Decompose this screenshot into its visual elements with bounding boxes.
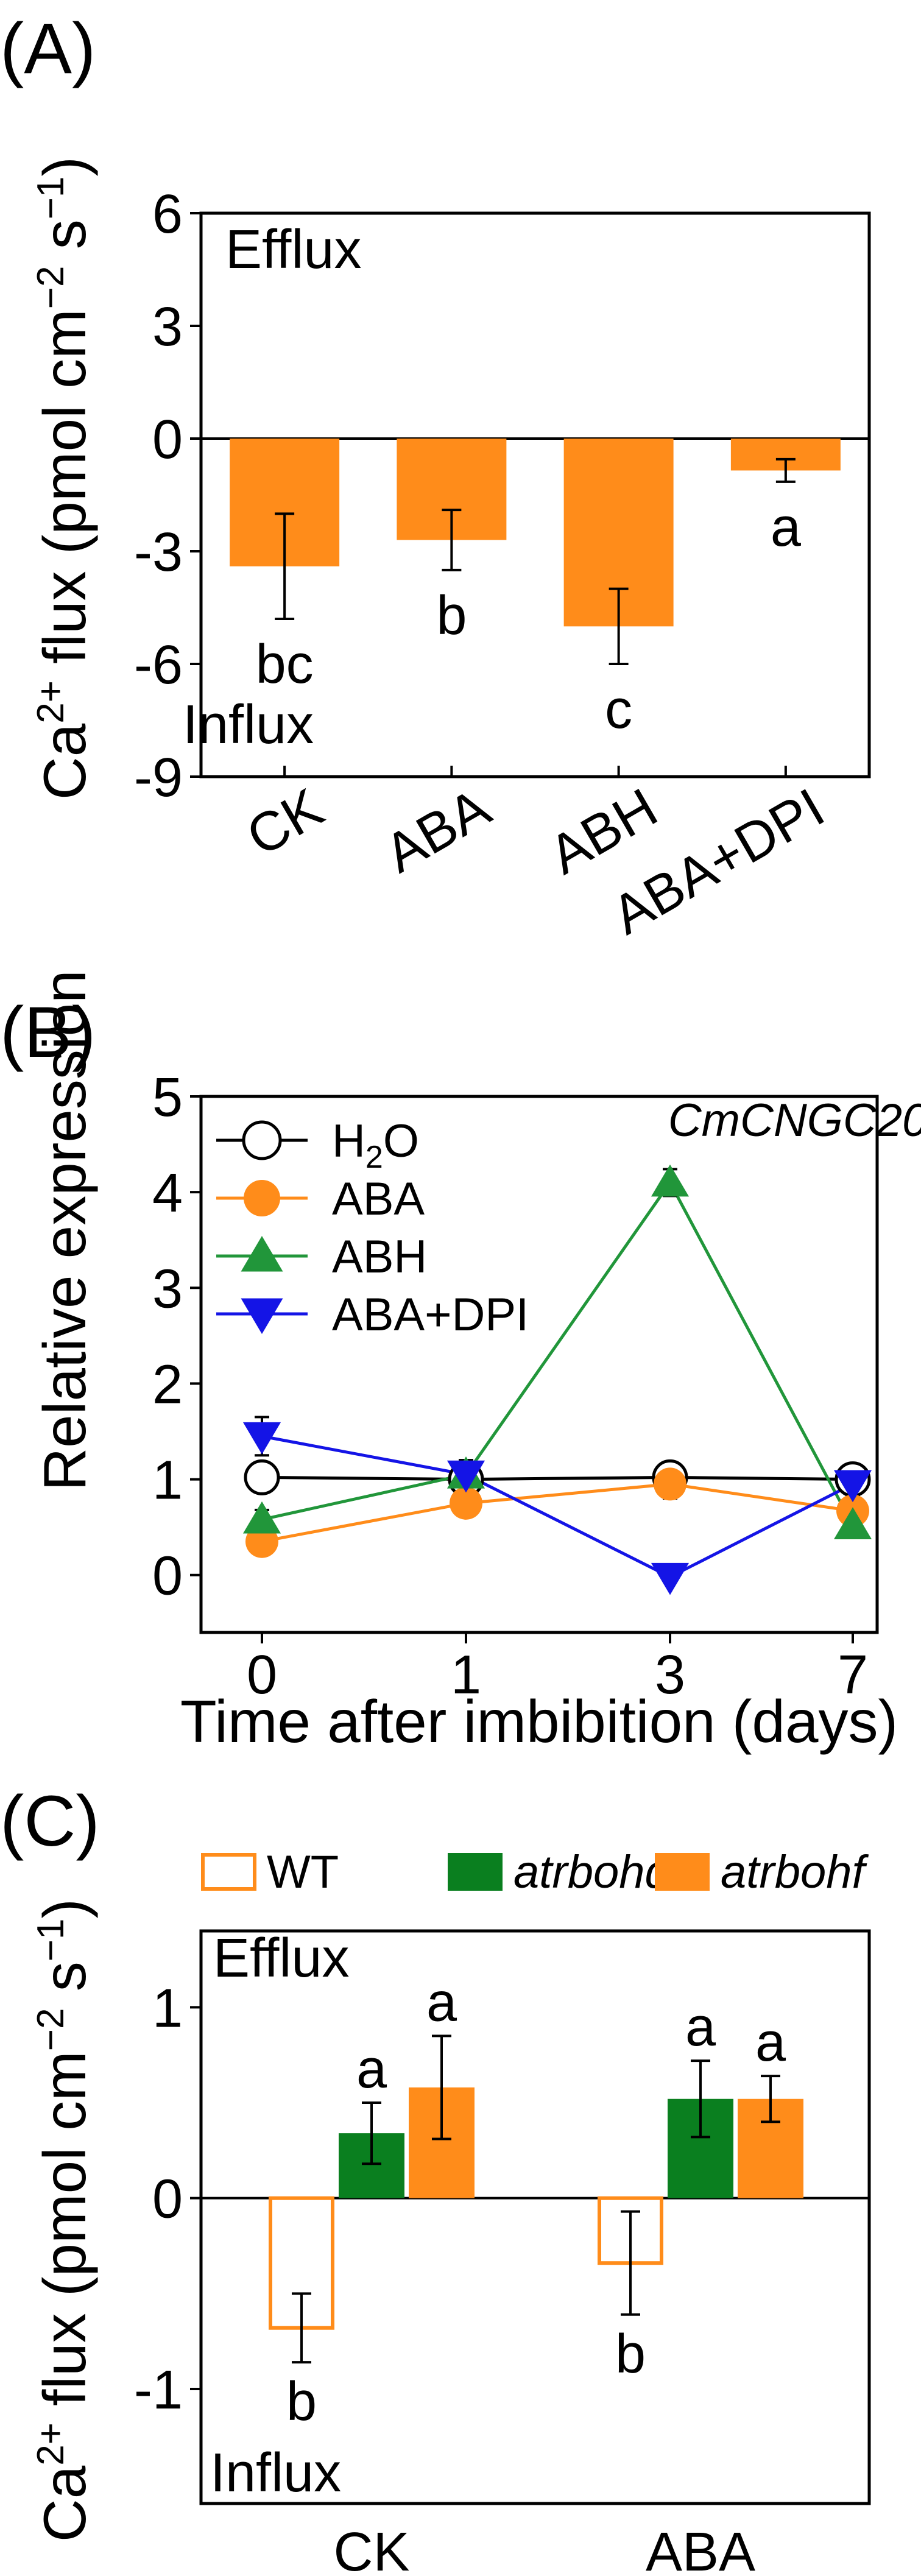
y-tick-label-c: -1 [134, 2360, 183, 2421]
panel-b: (B) Relative expression Time after imbib… [0, 970, 921, 1755]
legend-label-b: ABA [332, 1173, 425, 1225]
plot-frame-b [199, 1095, 879, 1634]
y-tick-label-a: 3 [152, 297, 183, 358]
y-axis-title-c: Ca2+ flux (pmol cm−2 s−1) [30, 1899, 98, 2542]
legend-label-c: atrbohd [513, 1846, 672, 1898]
panel-label-a: (A) [0, 9, 96, 89]
y-tick-label-a: 6 [152, 184, 183, 245]
data-point-aba-dpi [651, 1562, 690, 1595]
data-point-aba [654, 1467, 686, 1501]
y-tick-label-a: 0 [152, 409, 183, 470]
plot-frame-a [199, 211, 871, 778]
gene-label: CmCNGC20 [668, 1095, 921, 1146]
panel-c: (C) WT atrbohd atrbohf Efflux Influx Ca2+ … [0, 1781, 871, 2576]
y-tick-label-b: 4 [152, 1163, 183, 1224]
efflux-label-c: Efflux [213, 1928, 349, 1989]
legend-label-b: ABA+DPI [332, 1289, 529, 1341]
series-line-abh [261, 1179, 855, 1526]
y-tick-label-b: 1 [152, 1450, 183, 1511]
y-axis-title-a: Ca2+ flux (pmol cm−2 s−1) [30, 157, 98, 800]
data-point-h-o [244, 1459, 280, 1495]
y-axis-title-b: Relative expression [31, 970, 98, 1491]
x-tick-label-b: 0 [247, 1645, 277, 1706]
x-tick-label-c: CK [333, 2522, 409, 2576]
data-point-aba [450, 1486, 482, 1520]
significance-letter-a: c [605, 679, 632, 740]
data-point-aba-dpi [833, 1470, 872, 1503]
plot-frame-c [199, 1929, 871, 2505]
y-tick-label-a: -3 [134, 522, 183, 583]
y-tick-label-b: 3 [152, 1258, 183, 1319]
y-tick-label-b: 0 [152, 1546, 183, 1607]
x-tick-label-b: 1 [451, 1645, 481, 1706]
legend-swatch-c [655, 1853, 710, 1891]
efflux-label-a: Efflux [225, 219, 361, 280]
x-tick-label-a: CK [237, 777, 333, 868]
influx-label-c: Influx [210, 2443, 341, 2504]
y-tick-label-b: 5 [152, 1067, 183, 1128]
legend-swatch-c [201, 1853, 256, 1891]
significance-letter-c: a [685, 1997, 716, 2058]
legend-marker-b [244, 1180, 280, 1216]
influx-label-a: Influx [183, 694, 314, 755]
series-line-aba-dpi [261, 1434, 854, 1579]
panel-label-b: (B) [0, 992, 96, 1073]
y-tick-label-c: 0 [152, 2169, 183, 2230]
y-tick-label-b: 2 [152, 1354, 183, 1415]
legend-swatch-c [448, 1853, 503, 1891]
significance-letter-a: b [436, 585, 467, 646]
legend-marker-b [241, 1298, 283, 1334]
legend-label-c: atrbohf [721, 1846, 869, 1898]
y-tick-label-a: -9 [134, 747, 183, 808]
x-tick-label-a: ABA [375, 777, 500, 885]
legend-marker-b [242, 1120, 282, 1160]
significance-letter-c: a [356, 2039, 387, 2100]
data-point-aba-dpi [242, 1422, 281, 1455]
x-axis-title-b: Time after imbibition (days) [180, 1688, 898, 1755]
x-tick-label-b: 3 [655, 1645, 685, 1706]
data-point-abh [242, 1501, 281, 1534]
series-line-h-o [261, 1475, 853, 1481]
data-point-abh [651, 1164, 690, 1197]
legend-label-b: ABH [332, 1231, 427, 1283]
series-line-aba [261, 1482, 853, 1544]
legend-label-b: H2O [332, 1115, 419, 1175]
significance-letter-a: a [771, 497, 802, 558]
panel-a: (A) Efflux Influx Ca2+ flux (pmol cm−2 s… [0, 9, 871, 947]
panel-label-c: (C) [0, 1781, 100, 1861]
x-tick-label-c: ABA [646, 2522, 755, 2576]
y-tick-label-c: 1 [152, 1978, 183, 2039]
significance-letter-c: a [426, 1972, 457, 2033]
legend-c: WT atrbohd atrbohf [201, 1846, 869, 1898]
y-tick-label-a: -6 [134, 635, 183, 696]
significance-letter-c: a [755, 2012, 786, 2073]
x-tick-label-b: 7 [838, 1645, 868, 1706]
data-point-abh [833, 1507, 872, 1539]
significance-letter-a: bc [256, 634, 314, 695]
significance-letter-c: b [286, 2371, 317, 2432]
data-point-aba-dpi [446, 1460, 485, 1493]
legend-marker-b [241, 1236, 283, 1272]
legend-label-c: WT [267, 1846, 339, 1898]
significance-letter-c: b [615, 2324, 646, 2385]
